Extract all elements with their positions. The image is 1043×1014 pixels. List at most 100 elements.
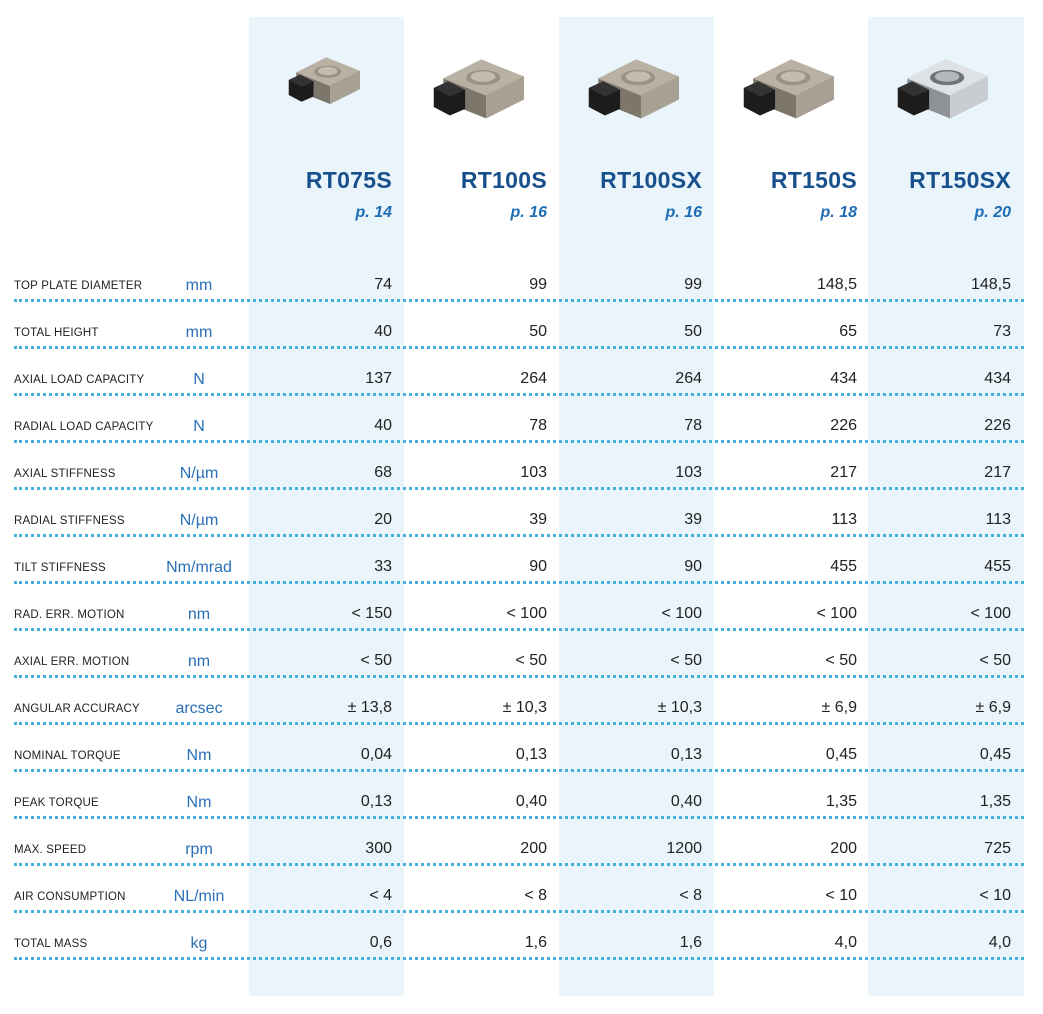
spec-value: 264 [675,370,702,387]
spec-value: < 8 [524,887,547,904]
spec-value: 0,6 [369,934,392,951]
spec-value: 1,6 [524,934,547,951]
spec-value: 50 [529,323,547,340]
spec-value: < 10 [979,887,1011,904]
column-band-rt075s [249,17,404,996]
spec-value: ± 6,9 [821,699,857,716]
spec-value: 148,5 [816,276,857,293]
spec-value: 99 [684,276,702,293]
spec-unit: N/µm [179,512,219,529]
spec-unit: N [193,418,205,435]
row-divider [14,393,1024,396]
spec-label: NOMINAL TORQUE [14,750,121,762]
row-divider [14,722,1024,725]
spec-value: < 50 [515,652,547,669]
spec-value: 99 [529,276,547,293]
spec-value: 113 [985,511,1011,528]
spec-value: 226 [984,417,1011,434]
product-column-rt150s: RT150S p. 18 [714,0,869,240]
spec-row: AIR CONSUMPTION NL/min < 4 < 8 < 8 < 10 < 10 [14,866,1024,913]
spec-value: 33 [374,558,392,575]
product-column-rt100s: RT100S p. 16 [404,0,559,240]
spec-value: 39 [684,511,702,528]
rotary-table-metal-icon [868,50,1023,140]
spec-value: 68 [374,464,392,481]
spec-value: 455 [830,558,857,575]
spec-row: MAX. SPEED rpm 300 200 1200 200 725 [14,819,1024,866]
row-divider [14,957,1024,960]
spec-row: AXIAL STIFFNESS N/µm 68 103 103 217 217 [14,443,1024,490]
column-band-rt150sx [868,17,1024,996]
row-divider [14,863,1024,866]
spec-value: 0,13 [515,746,547,763]
spec-value: 20 [374,511,392,528]
spec-unit: NL/min [173,888,225,905]
spec-label: TOTAL MASS [14,938,88,950]
product-name: RT150SX [909,167,1011,193]
spec-unit: nm [187,653,211,670]
spec-unit: N/µm [179,465,219,482]
spec-unit: arcsec [175,700,223,717]
column-band-rt100sx [559,17,714,996]
spec-value: < 50 [979,652,1011,669]
spec-value: ± 10,3 [657,699,702,716]
spec-unit: N [193,371,205,388]
spec-value: 137 [365,370,392,387]
spec-label: AIR CONSUMPTION [14,891,126,903]
spec-value: 103 [675,464,702,481]
rotary-table-icon [404,50,559,140]
product-column-rt100sx: RT100SX p. 16 [559,0,714,240]
spec-label: AXIAL STIFFNESS [14,468,116,480]
spec-value: 65 [839,323,857,340]
spec-value: 148,5 [970,276,1011,293]
spec-unit: kg [190,935,208,952]
spec-value: < 150 [351,605,392,622]
product-page-ref: p. 20 [974,204,1011,221]
spec-value: 73 [993,323,1011,340]
rotary-table-small-icon [249,50,404,140]
spec-value: < 8 [679,887,702,904]
spec-value: 78 [529,417,547,434]
product-page-ref: p. 16 [665,204,702,221]
rotary-table-icon [714,50,869,140]
spec-value: 200 [520,840,547,857]
spec-value: 40 [374,323,392,340]
spec-value: 217 [830,464,857,481]
spec-label: PEAK TORQUE [14,797,99,809]
spec-unit: nm [187,606,211,623]
spec-value: < 50 [360,652,392,669]
row-divider [14,440,1024,443]
product-name: RT075S [305,167,392,193]
spec-value: 217 [984,464,1011,481]
spec-row: RAD. ERR. MOTION nm < 150 < 100 < 100 < 100 <… [14,584,1024,631]
spec-row: TOTAL MASS kg 0,6 1,6 1,6 4,0 4,0 [14,913,1024,960]
product-page-ref: p. 14 [355,204,392,221]
spec-unit: mm [185,324,213,341]
spec-unit: Nm/mrad [166,559,232,576]
spec-unit: rpm [185,841,213,858]
spec-row: TILT STIFFNESS Nm/mrad 33 90 90 455 455 [14,537,1024,584]
spec-value: ± 10,3 [502,699,547,716]
product-name: RT100SX [600,167,702,193]
spec-row: PEAK TORQUE Nm 0,13 0,40 0,40 1,35 1,35 [14,772,1024,819]
spec-value: 0,04 [360,746,392,763]
spec-label: TOTAL HEIGHT [14,327,99,339]
spec-row: RADIAL STIFFNESS N/µm 20 39 39 113 113 [14,490,1024,537]
spec-unit: Nm [186,747,212,764]
spec-value: < 4 [369,887,392,904]
spec-row: AXIAL LOAD CAPACITY N 137 264 264 434 434 [14,349,1024,396]
spec-value: 0,45 [825,746,857,763]
spec-value: 725 [984,840,1011,857]
spec-value: 200 [830,840,857,857]
spec-value: < 100 [970,605,1011,622]
spec-value: ± 13,8 [347,699,392,716]
spec-value: 0,45 [979,746,1011,763]
row-divider [14,346,1024,349]
spec-value: 1200 [666,840,702,857]
spec-label: RADIAL STIFFNESS [14,515,125,527]
spec-label: AXIAL LOAD CAPACITY [14,374,145,386]
rotary-table-icon [559,50,714,140]
spec-label: RADIAL LOAD CAPACITY [14,421,154,433]
row-divider [14,534,1024,537]
spec-unit: Nm [186,794,212,811]
